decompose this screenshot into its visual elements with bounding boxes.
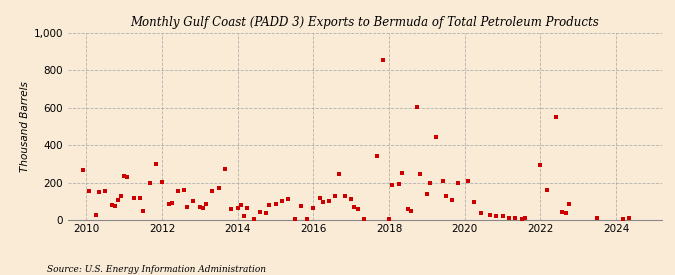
Point [393,181,404,186]
Point [402,207,413,211]
Point [541,188,552,192]
Point [107,203,117,207]
Point [151,162,161,166]
Title: Monthly Gulf Coast (PADD 3) Exports to Bermuda of Total Petroleum Products: Monthly Gulf Coast (PADD 3) Exports to B… [130,16,599,29]
Point [270,202,281,206]
Point [213,186,224,190]
Point [469,200,480,204]
Point [113,198,124,203]
Point [425,180,435,185]
Point [163,202,174,206]
Point [144,180,155,185]
Point [188,199,199,204]
Point [289,217,300,221]
Point [116,194,127,198]
Point [182,205,193,209]
Point [519,216,530,220]
Point [453,180,464,185]
Point [220,166,231,171]
Point [475,211,486,216]
Point [421,192,432,196]
Point [564,202,574,206]
Text: Source: U.S. Energy Information Administration: Source: U.S. Energy Information Administ… [47,265,266,274]
Point [302,217,313,221]
Point [387,183,398,188]
Point [138,208,148,213]
Point [406,208,416,213]
Y-axis label: Thousand Barrels: Thousand Barrels [20,81,30,172]
Point [462,178,473,183]
Point [194,205,205,209]
Point [358,217,369,221]
Point [198,206,209,210]
Point [94,190,105,194]
Point [437,178,448,183]
Point [510,216,520,220]
Point [109,204,120,208]
Point [333,172,344,176]
Point [226,207,237,211]
Point [504,216,514,220]
Point [560,210,571,215]
Point [84,189,95,193]
Point [157,180,167,184]
Point [497,214,508,218]
Point [254,209,265,214]
Point [396,171,407,175]
Point [315,196,325,201]
Point [377,58,388,62]
Point [371,154,382,159]
Point [346,197,356,202]
Point [617,217,628,221]
Point [236,203,246,207]
Point [296,204,306,208]
Point [119,174,130,178]
Point [557,209,568,214]
Point [128,195,139,200]
Point [78,167,89,172]
Point [207,189,218,193]
Point [242,206,252,210]
Point [383,217,394,221]
Point [100,189,111,193]
Point [239,214,250,218]
Point [340,194,350,198]
Point [179,188,190,192]
Point [485,213,495,218]
Point [349,205,360,209]
Point [317,200,328,204]
Point [447,198,458,203]
Point [135,196,146,201]
Point [352,207,363,211]
Point [623,216,634,220]
Point [431,134,441,139]
Point [277,199,288,204]
Point [166,201,177,205]
Point [201,202,212,206]
Point [122,175,133,179]
Point [491,214,502,218]
Point [324,199,335,204]
Point [308,206,319,210]
Point [535,163,546,167]
Point [330,194,341,198]
Point [551,115,562,119]
Point [264,203,275,207]
Point [441,194,452,198]
Point [248,217,259,221]
Point [261,210,271,215]
Point [412,105,423,109]
Point [90,213,101,218]
Point [232,206,243,210]
Point [415,172,426,176]
Point [283,197,294,202]
Point [173,189,184,193]
Point [516,217,527,221]
Point [592,216,603,220]
